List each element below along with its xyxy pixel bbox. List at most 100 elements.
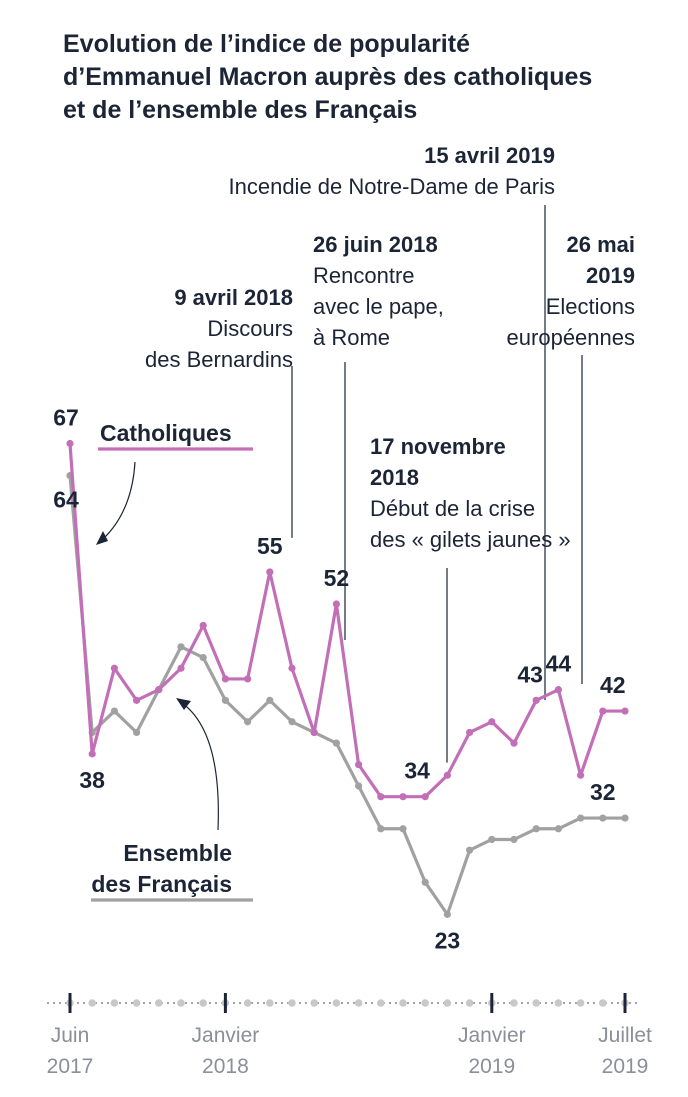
catholiques-point [554,686,563,694]
value-labels: 67 38 55 52 34 43 44 42 64 23 32 [53,405,625,954]
ensemble-line [68,475,625,916]
legend-label-ensemble: Ensemble [123,840,232,866]
catholiques-point [621,707,629,715]
annotation-text: des « gilets jaunes » [370,527,571,552]
catholiques-point [332,600,340,608]
catholiques-point [288,664,296,672]
catholiques-point [221,675,229,683]
catholiques-point [599,707,607,715]
ensemble-point [488,835,496,844]
x-axis-month-dot [132,999,141,1007]
value-label-catholiques: 55 [257,533,283,559]
value-label-catholiques: 42 [600,672,626,698]
value-label-ensemble: 64 [53,487,79,513]
x-axis-month-dot [465,999,474,1007]
x-axis-month-dot [310,999,319,1007]
ensemble-point [532,825,540,833]
legend-arrowhead-catholiques [96,531,108,545]
x-tick-label: Janvier [458,1024,526,1047]
value-label-catholiques: 43 [517,661,543,687]
x-tick-label: 2018 [202,1055,249,1078]
ensemble-point [577,814,585,822]
catholiques-point [244,675,252,683]
catholiques-point [110,664,118,672]
value-label-catholiques: 44 [546,651,572,677]
x-axis-month-dot [599,999,607,1007]
annotation-texts: 9 avril 2018 Discours des Bernardins 26 jui… [145,143,635,552]
x-axis-month-dot [155,999,163,1007]
annotation-date: 2019 [586,263,635,288]
ensemble-point [355,782,363,790]
x-axis-month-dot [332,999,341,1007]
x-axis-month-dot [554,999,563,1007]
legend: Catholiques Ensemble des Français [91,420,253,902]
annotation-text: à Rome [313,325,390,350]
catholiques-point [88,750,96,758]
ensemble-point [110,707,118,715]
x-axis: Juin 2017 Janvier 2018 Janvier 2019 Juillet 201… [47,993,652,1078]
ensemble-point [554,825,563,833]
catholiques-point [466,728,474,737]
catholiques-point [266,568,274,576]
ensemble-point [266,696,274,704]
annotation-date: 2018 [370,465,419,490]
catholiques-point [177,664,185,672]
annotation-pape: 26 juin 2018 Rencontre avec le pape, à Rome [313,232,444,350]
catholiques-point [66,439,74,448]
chart-title-line: Evolution de l’indice de popularité [63,30,470,58]
catholiques-point [377,793,385,801]
x-tick-label: Janvier [192,1024,260,1047]
annotation-text: Début de la crise [370,496,535,521]
value-label-catholiques: 38 [79,767,105,793]
ensemble-point [332,739,340,747]
annotation-date: 26 juin 2018 [313,232,438,257]
x-axis-month-dot [576,999,585,1007]
annotation-notredame: 15 avril 2019 Incendie de Notre-Dame de P… [229,143,556,199]
ensemble-point [421,878,429,886]
annotation-date: 9 avril 2018 [174,285,293,310]
ensemble-point [288,718,296,726]
x-axis-month-dot [421,999,430,1007]
annotation-lines [291,205,583,763]
ensemble-point [466,846,474,854]
annotation-text: Incendie de Notre-Dame de Paris [229,174,556,199]
ensemble-point [621,814,629,822]
x-tick-label: 2017 [47,1055,94,1078]
value-label-ensemble: 32 [590,779,616,805]
x-axis-month-dot [354,999,363,1007]
annotation-date: 17 novembre [370,434,506,459]
catholiques-point [399,793,407,801]
annotation-text: Rencontre [313,263,415,288]
catholiques-point [577,771,585,779]
ensemble-point [510,835,518,844]
value-label-catholiques: 52 [324,565,350,591]
legend-arrow-ensemble [181,702,219,831]
ensemble-point [599,814,607,822]
catholiques-point [133,696,141,704]
x-axis-month-dot [243,999,252,1007]
ensemble-point [443,910,451,918]
x-axis-month-dot [110,999,119,1007]
annotation-text: Discours [207,316,293,341]
x-axis-month-dot [288,999,296,1007]
catholiques-point [443,771,451,779]
catholiques-point [421,793,429,801]
annotation-date: 15 avril 2019 [424,143,555,168]
series-catholiques [66,439,629,801]
x-tick-label: 2019 [602,1055,649,1078]
value-label-ensemble: 23 [435,927,461,953]
value-label-catholiques: 34 [404,758,430,784]
annotation-text: des Bernardins [145,347,293,372]
x-tick-label: 2019 [468,1055,515,1078]
ensemble-point [244,718,252,726]
x-tick-label: Juin [51,1024,90,1047]
x-axis-month-dot [510,999,518,1007]
legend-label-ensemble: des Français [91,871,232,897]
legend-label-catholiques: Catholiques [100,420,232,446]
x-axis-month-dot [443,999,452,1007]
catholiques-point [155,686,163,694]
catholiques-point [199,621,207,630]
value-label-catholiques: 67 [53,405,79,431]
catholiques-point [355,760,363,769]
ensemble-point [377,825,385,833]
